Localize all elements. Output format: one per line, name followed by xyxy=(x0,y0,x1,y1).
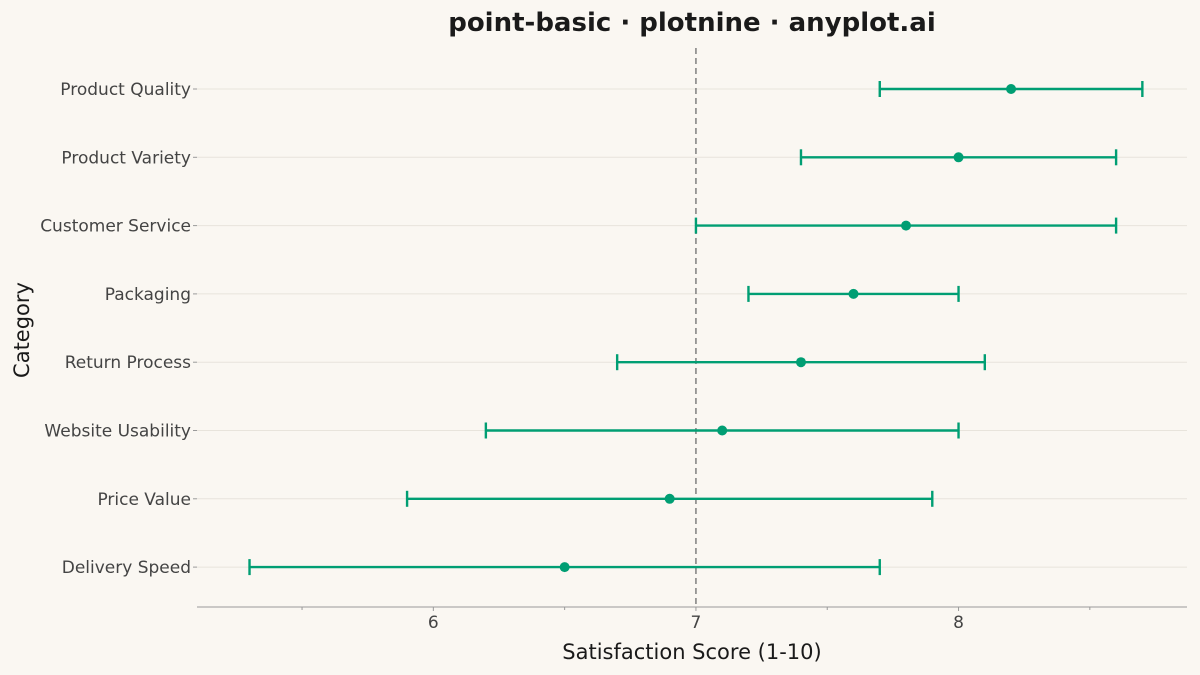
data-point xyxy=(795,357,806,368)
y-tick-label: Website Usability xyxy=(44,422,191,442)
y-axis-title: Category xyxy=(10,282,34,378)
y-tick-label: Packaging xyxy=(105,285,191,305)
y-tick-label: Delivery Speed xyxy=(62,558,191,578)
data-point xyxy=(717,425,728,436)
x-ticks: 6 7 8 xyxy=(301,607,1091,633)
grid-lines xyxy=(197,88,1187,568)
data-point xyxy=(559,562,570,573)
y-tick-label: Return Process xyxy=(65,353,191,373)
y-tick-labels: Product Quality Product Variety Customer S… xyxy=(40,80,197,578)
data-point xyxy=(953,152,964,163)
data-point xyxy=(1006,84,1017,94)
x-tick-label: 7 xyxy=(691,613,702,633)
data-point xyxy=(901,220,912,231)
y-tick-label: Product Variety xyxy=(61,148,191,168)
y-tick-label: Price Value xyxy=(97,490,191,510)
x-axis-title: Satisfaction Score (1-10) xyxy=(562,640,821,664)
points xyxy=(559,84,1017,573)
x-tick-label: 6 xyxy=(428,613,439,633)
data-point xyxy=(664,493,675,504)
chart-title: point-basic · plotnine · anyplot.ai xyxy=(448,8,936,38)
x-tick-label: 8 xyxy=(953,613,964,633)
data-point xyxy=(848,288,859,299)
y-tick-label: Product Quality xyxy=(60,80,191,100)
y-tick-label: Customer Service xyxy=(40,217,191,237)
